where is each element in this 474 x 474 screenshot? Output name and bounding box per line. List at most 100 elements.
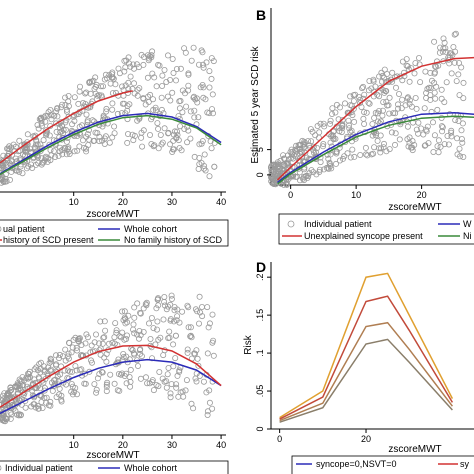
scatter-point — [199, 82, 206, 89]
scatter-point — [348, 127, 355, 134]
scatter-point — [369, 121, 376, 128]
scatter-point — [172, 332, 179, 339]
scatter-point — [341, 153, 348, 160]
scatter-point — [42, 112, 49, 119]
scatter-point — [63, 138, 70, 145]
scatter-point — [43, 394, 50, 401]
scatter-point — [403, 62, 410, 69]
scatter-point — [149, 48, 156, 55]
scatter-point — [147, 335, 154, 342]
scatter-point — [137, 346, 144, 353]
scatter-point — [62, 126, 69, 133]
scatter-point — [148, 52, 155, 59]
scatter-point — [154, 296, 161, 303]
scatter-point — [316, 166, 323, 173]
scatter-point — [92, 90, 99, 97]
scatter-point — [83, 111, 90, 118]
scatter-point — [325, 155, 332, 162]
scatter-point — [370, 76, 377, 83]
scatter-point — [399, 96, 406, 103]
panel-d-curves — [279, 272, 454, 423]
series-line-1 — [0, 344, 222, 408]
scatter-point — [71, 388, 78, 395]
scatter-point — [383, 71, 390, 78]
scatter-point — [137, 310, 144, 317]
scatter-point — [39, 377, 46, 384]
scatter-point — [121, 372, 128, 379]
scatter-point — [124, 116, 131, 123]
panel-b-points — [267, 30, 467, 188]
scatter-point — [96, 340, 103, 347]
scatter-point — [31, 366, 38, 373]
scatter-point — [201, 162, 208, 169]
panel-a-legend-0: ual patient — [3, 224, 45, 234]
scatter-point — [435, 137, 442, 144]
scatter-point — [150, 325, 157, 332]
scatter-point — [83, 89, 90, 96]
scatter-point — [137, 309, 144, 316]
scatter-point — [411, 70, 418, 77]
scatter-point — [428, 108, 435, 115]
scatter-point — [21, 141, 28, 148]
scatter-point — [74, 347, 81, 354]
series-line-0 — [0, 112, 222, 175]
scatter-point — [423, 126, 430, 133]
scatter-point — [210, 58, 217, 65]
scatter-point — [383, 148, 390, 155]
scatter-point — [267, 164, 274, 171]
panel-d-ylabel: Risk — [243, 334, 254, 354]
panel-d-letter: D — [256, 259, 266, 275]
scatter-point — [185, 82, 192, 89]
panel-c-legend-marker — [0, 465, 2, 471]
y-tick-label: 0 — [255, 426, 265, 431]
scatter-point — [434, 106, 441, 113]
series-line-0 — [277, 111, 474, 184]
scatter-point — [156, 368, 163, 375]
scatter-point — [196, 293, 203, 300]
scatter-point — [7, 176, 13, 183]
scatter-point — [424, 85, 431, 92]
panel-c-legend-1: Whole cohort — [124, 463, 178, 473]
scatter-point — [76, 88, 83, 95]
scatter-point — [415, 130, 422, 137]
scatter-point — [0, 392, 6, 399]
panel-d-legend-0: syncope=0,NSVT=0 — [316, 459, 397, 469]
scatter-point — [84, 334, 91, 341]
scatter-point — [451, 31, 458, 38]
scatter-point — [173, 128, 180, 135]
scatter-point — [75, 338, 82, 345]
scatter-point — [53, 120, 60, 127]
scatter-point — [172, 77, 179, 84]
scatter-point — [154, 318, 161, 325]
scatter-point — [8, 144, 15, 151]
scatter-point — [55, 381, 62, 388]
scatter-point — [167, 390, 174, 397]
scatter-point — [8, 387, 15, 394]
scatter-point — [374, 118, 381, 125]
scatter-point — [67, 368, 74, 375]
scatter-point — [122, 315, 129, 322]
scatter-point — [107, 80, 114, 87]
scatter-point — [168, 381, 175, 388]
scatter-point — [204, 408, 211, 415]
scatter-point — [93, 386, 100, 393]
scatter-point — [194, 308, 201, 315]
scatter-point — [347, 154, 354, 161]
scatter-point — [127, 366, 134, 373]
scatter-point — [65, 103, 72, 110]
scatter-point — [351, 118, 358, 125]
scatter-point — [71, 94, 78, 101]
scatter-point — [326, 120, 333, 127]
scatter-point — [159, 72, 166, 79]
scatter-point — [179, 308, 186, 315]
scatter-point — [392, 110, 399, 117]
panel-a-legend-box — [0, 219, 229, 247]
panel-b-yticks: 05 — [255, 147, 271, 177]
scatter-point — [68, 380, 75, 387]
series-line-2 — [279, 321, 453, 422]
panel-c-legend: Individual patient Whole cohort — [0, 460, 229, 474]
scatter-point — [192, 375, 199, 382]
scatter-point — [111, 380, 118, 387]
scatter-point — [448, 133, 455, 140]
x-tick-label: 10 — [351, 190, 361, 200]
